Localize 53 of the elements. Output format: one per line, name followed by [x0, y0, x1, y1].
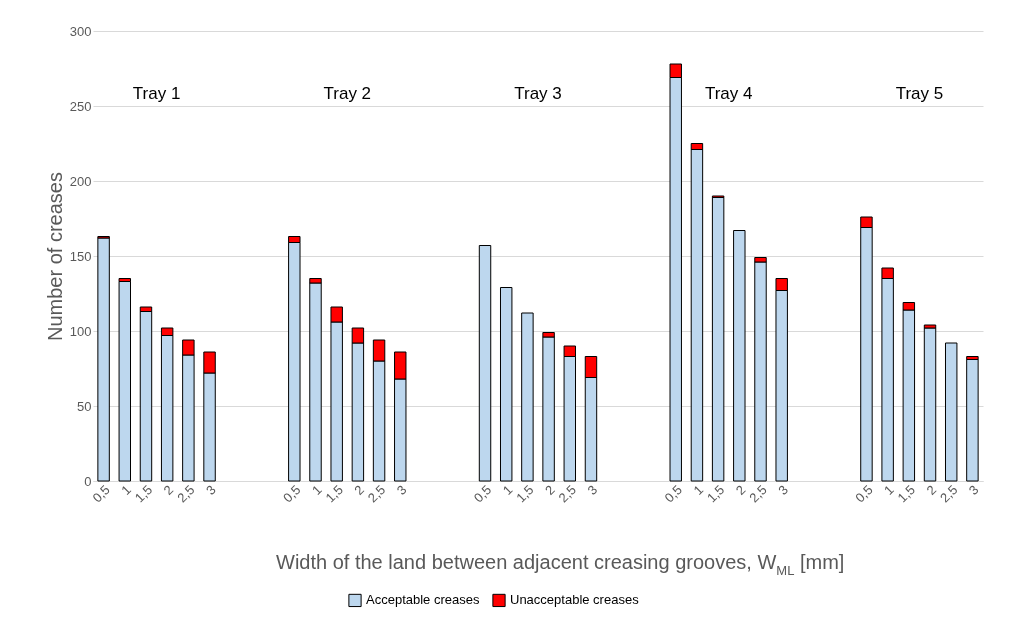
x-tick-label: 1,5 — [131, 482, 156, 506]
y-tick-label: 0 — [84, 473, 92, 489]
x-tick-label: 3 — [965, 482, 982, 498]
x-tick-label: 1 — [308, 482, 325, 498]
x-tick-label: 1 — [881, 482, 897, 498]
bar — [733, 230, 746, 482]
bar — [923, 327, 937, 482]
x-tick-label: 3 — [203, 482, 219, 498]
x-tick-label: 2 — [923, 482, 940, 498]
bar — [944, 342, 958, 482]
x-tick-label: 2 — [542, 482, 558, 498]
x-tick-label: 2,5 — [174, 482, 198, 506]
x-tick-label: 0,5 — [661, 482, 685, 506]
bar — [478, 245, 492, 482]
y-tick-label: 100 — [69, 323, 92, 339]
x-tick-label: 1,5 — [894, 482, 919, 506]
x-tick-label: 3 — [775, 482, 791, 498]
bar — [754, 261, 767, 482]
annotation: Tray 5 — [895, 84, 944, 103]
y-tick-label: 200 — [69, 173, 92, 189]
x-tick-label: 2,5 — [555, 482, 579, 506]
x-tick-label: 1,5 — [513, 482, 537, 506]
annotation: Tray 4 — [704, 84, 753, 103]
y-tick-label: 50 — [77, 398, 92, 414]
bar — [97, 237, 110, 482]
x-tick-label: 1 — [499, 482, 516, 498]
y-axis-title: Number of creases — [43, 172, 66, 341]
y-tick-label: 300 — [69, 23, 92, 39]
annotation: Tray 3 — [514, 84, 562, 103]
x-tick-label: 3 — [393, 482, 410, 498]
y-tick-label: 250 — [69, 98, 92, 114]
legend-label: Acceptable creases — [366, 592, 480, 608]
x-tick-label: 1 — [118, 482, 134, 498]
legend-label: Unacceptable creases — [510, 592, 640, 608]
annotation: Tray 2 — [323, 84, 372, 103]
bar — [966, 359, 979, 482]
y-tick-label: 150 — [69, 248, 92, 264]
bar — [118, 281, 132, 482]
x-tick-label: 0,5 — [470, 482, 495, 506]
bar — [711, 197, 725, 482]
bar — [521, 312, 534, 482]
x-tick-label: 1,5 — [322, 482, 346, 506]
x-tick-label: 2 — [160, 482, 177, 498]
x-tick-label: 2 — [732, 482, 749, 498]
x-tick-label: 0,5 — [852, 482, 876, 506]
x-tick-label: 2,5 — [937, 482, 961, 506]
x-tick-label: 0,5 — [280, 482, 304, 506]
bar — [499, 287, 513, 482]
annotation: Tray 1 — [132, 84, 181, 103]
x-tick-label: 2,5 — [746, 482, 770, 506]
bar — [309, 282, 322, 482]
x-tick-label: 3 — [584, 482, 601, 498]
bar — [542, 336, 555, 482]
